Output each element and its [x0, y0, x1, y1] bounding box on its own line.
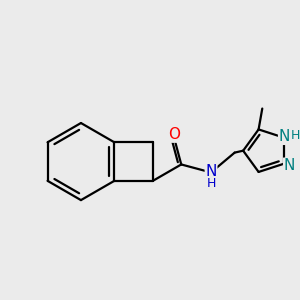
Text: N: N: [206, 164, 217, 179]
Text: O: O: [168, 127, 180, 142]
Text: N: N: [279, 129, 290, 144]
Text: H: H: [291, 129, 300, 142]
Text: N: N: [284, 158, 295, 173]
Text: H: H: [207, 177, 217, 190]
